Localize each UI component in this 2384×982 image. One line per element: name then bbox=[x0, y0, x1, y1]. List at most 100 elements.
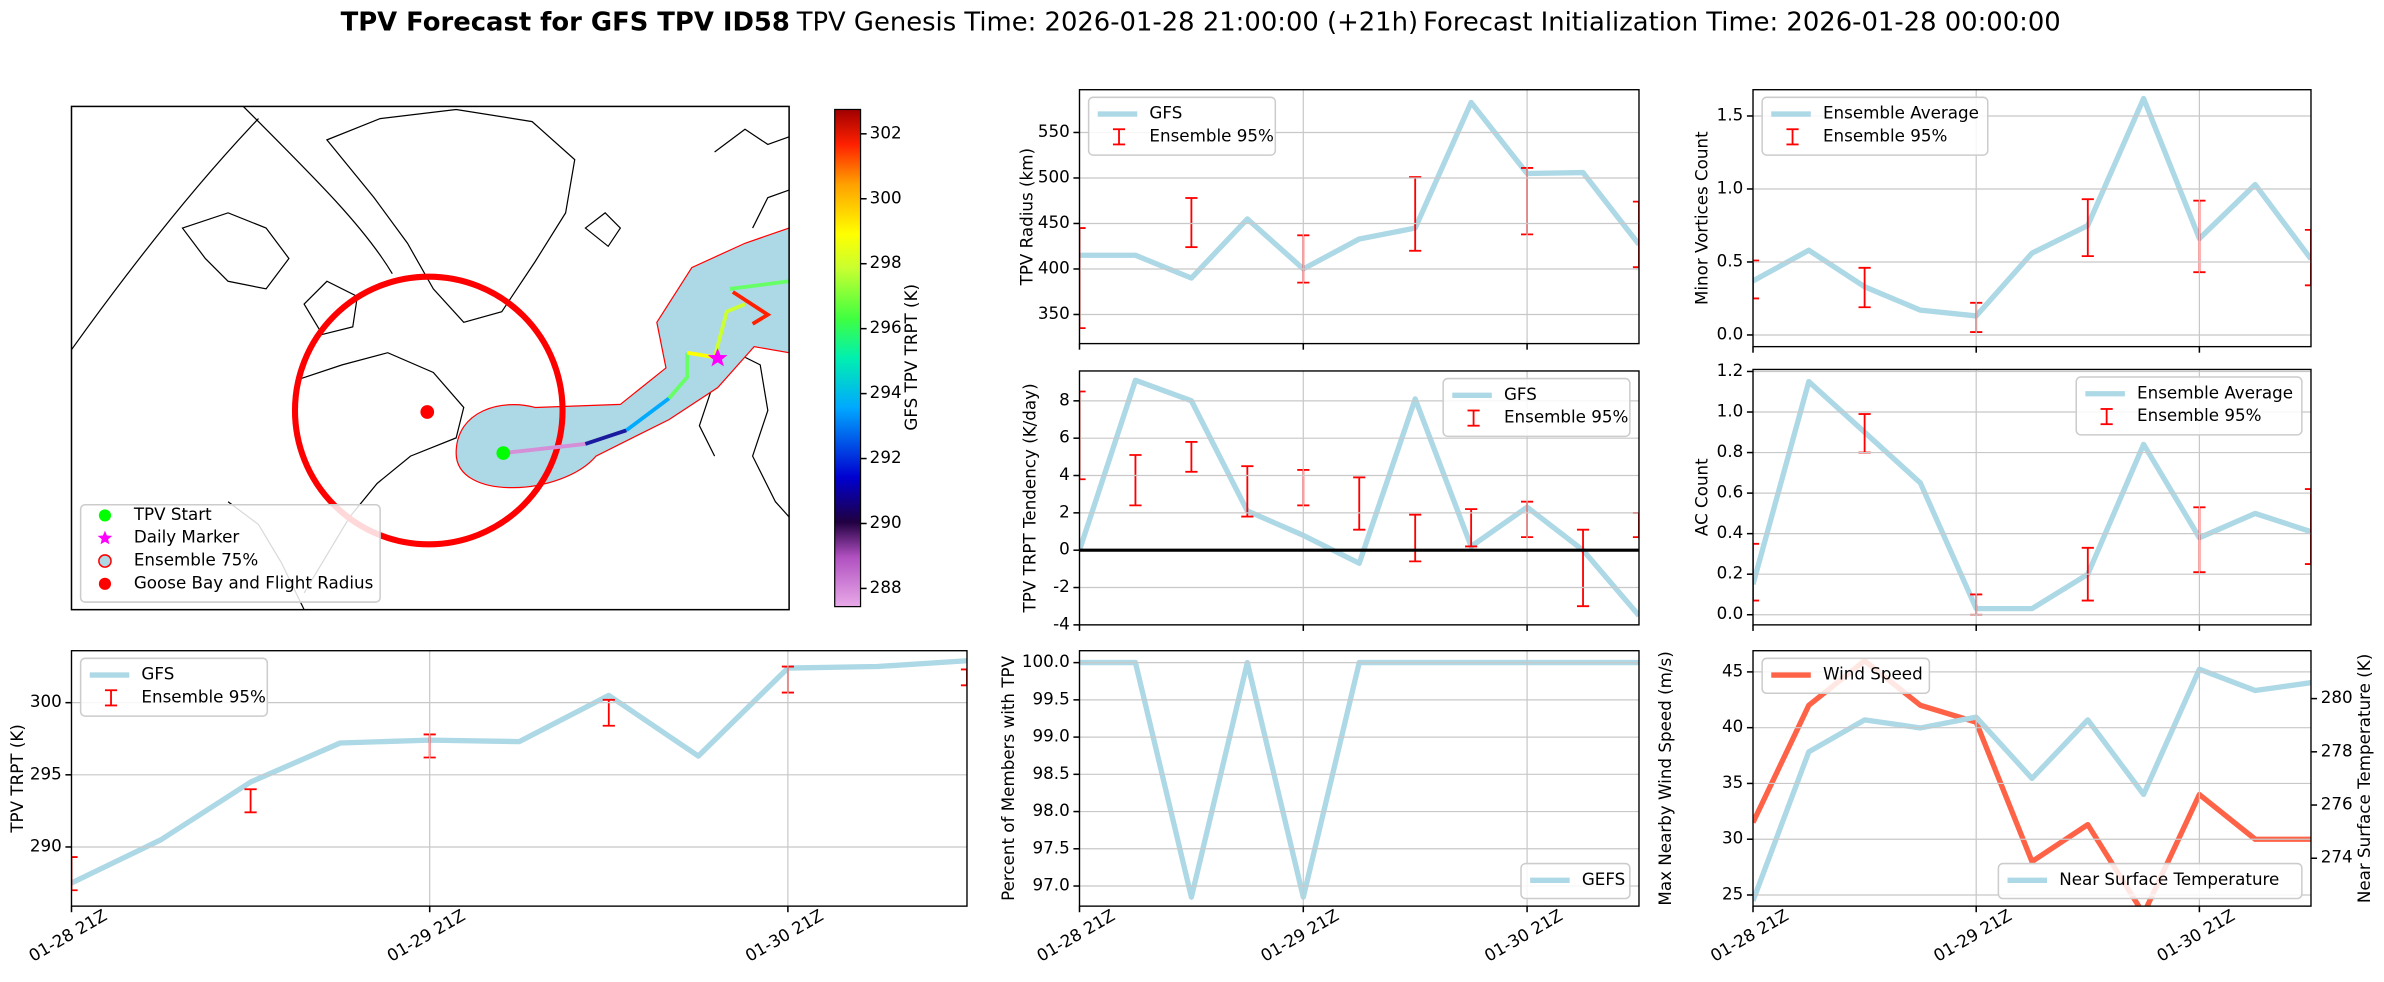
y-tick-label: 0.0 bbox=[1717, 603, 1744, 623]
y-tick-label: 0.6 bbox=[1717, 482, 1744, 502]
error-bar bbox=[71, 856, 78, 892]
plot-series bbox=[1079, 377, 1639, 618]
y-axis-label: AC Count bbox=[1691, 458, 1711, 536]
legend bbox=[2075, 376, 2303, 436]
y-tick-label: 97.5 bbox=[1033, 837, 1070, 857]
colorbar-label: GFS TPV TRPT (K) bbox=[901, 284, 921, 431]
colorbar-tick-label: 296 bbox=[870, 317, 902, 337]
plot-frame bbox=[1752, 368, 2312, 626]
error-bar bbox=[1576, 528, 1590, 608]
y-tick-label: 40 bbox=[1722, 716, 1743, 736]
data-line bbox=[71, 658, 967, 886]
y-tick-label: 6 bbox=[1059, 427, 1070, 447]
y-axis-label: Max Nearby Wind Speed (m/s) bbox=[1655, 651, 1675, 905]
colorbar-tick-label: 290 bbox=[870, 512, 902, 532]
legend bbox=[1761, 96, 1989, 156]
y-tick-label: 290 bbox=[30, 835, 62, 855]
legend bbox=[1997, 862, 2303, 900]
y-tick-label: 295 bbox=[30, 763, 62, 783]
legend bbox=[1761, 657, 1931, 695]
x-tick-label: 01-30 21Z bbox=[2153, 905, 2238, 966]
y-tick-label: -2 bbox=[1053, 576, 1070, 596]
legend-label: GFS bbox=[1149, 103, 1182, 123]
colorbar-tick-label: 300 bbox=[870, 187, 902, 207]
error-bar bbox=[2081, 198, 2094, 258]
plot-frame bbox=[70, 650, 968, 907]
y2-axis-label: Near Surface Temperature (K) bbox=[2354, 654, 2374, 903]
error-bar bbox=[960, 668, 967, 687]
plot-frame bbox=[1078, 370, 1640, 626]
legend bbox=[1520, 862, 1631, 900]
y-tick-label: 0.8 bbox=[1717, 441, 1744, 461]
y-tick-label: -4 bbox=[1053, 613, 1070, 633]
error-bar bbox=[1409, 176, 1422, 252]
y-tick-label: 1.5 bbox=[1717, 104, 1744, 124]
y-tick-label: 550 bbox=[1038, 121, 1070, 141]
x-tick-label: 01-28 21Z bbox=[1033, 905, 1118, 966]
map-legend bbox=[79, 503, 381, 603]
x-tick-label: 01-30 21Z bbox=[1481, 905, 1566, 966]
legend-label: Ensemble 95% bbox=[141, 686, 265, 706]
y-tick-label: 0.2 bbox=[1717, 563, 1744, 583]
error-bar bbox=[244, 788, 257, 814]
legend-marker bbox=[104, 689, 118, 707]
legend-marker bbox=[1112, 128, 1126, 146]
legend-label: Near Surface Temperature bbox=[2059, 869, 2279, 889]
y-tick-label: 274 bbox=[2321, 847, 2353, 867]
error-bar bbox=[1185, 440, 1198, 473]
error-bar bbox=[2304, 228, 2311, 287]
error-bar bbox=[1241, 465, 1254, 518]
legend-label: Ensemble 75% bbox=[134, 550, 258, 570]
plot-frame bbox=[1078, 650, 1640, 907]
error-bar bbox=[1465, 508, 1478, 548]
error-bar bbox=[2304, 488, 2311, 565]
y-axis-label: TPV Radius (km) bbox=[1016, 148, 1036, 286]
colorbar-tick-label: 288 bbox=[870, 577, 902, 597]
y-axis-label: TPV TRPT (K) bbox=[7, 724, 27, 834]
y-tick-label: 300 bbox=[30, 691, 62, 711]
x-tick-label: 01-28 21Z bbox=[1707, 905, 1792, 966]
colorbar-tick-label: 302 bbox=[870, 122, 902, 142]
y-axis-label: Minor Vortices Count bbox=[1691, 131, 1711, 305]
y-tick-label: 350 bbox=[1038, 303, 1070, 323]
y-tick-label: 0 bbox=[1059, 539, 1070, 559]
y-tick-label: 30 bbox=[1722, 828, 1743, 848]
y-tick-label: 8 bbox=[1059, 389, 1070, 409]
legend-marker bbox=[97, 530, 113, 545]
error-bar bbox=[602, 698, 615, 727]
colorbar-tick-label: 292 bbox=[870, 447, 902, 467]
legend-marker bbox=[1467, 409, 1480, 427]
legend-label: Ensemble 95% bbox=[1504, 407, 1628, 427]
legend-label: Ensemble Average bbox=[2137, 382, 2293, 402]
y-tick-label: 98.0 bbox=[1033, 800, 1070, 820]
data-line bbox=[1753, 666, 2311, 902]
legend-label: Ensemble 95% bbox=[2137, 405, 2261, 425]
legend-label: Daily Marker bbox=[134, 527, 240, 547]
y-tick-label: 0.0 bbox=[1717, 323, 1744, 343]
y-tick-label: 276 bbox=[2321, 794, 2353, 814]
y-tick-label: 1.0 bbox=[1717, 177, 1744, 197]
y-tick-label: 99.0 bbox=[1033, 726, 1070, 746]
legend-marker bbox=[98, 554, 112, 568]
x-tick-label: 01-30 21Z bbox=[742, 905, 827, 966]
y-tick-label: 400 bbox=[1038, 257, 1070, 277]
plot-frame bbox=[1752, 650, 2312, 907]
error-bar bbox=[1753, 259, 1760, 300]
error-bar bbox=[1129, 454, 1142, 507]
plot-series bbox=[71, 658, 967, 892]
legend-marker bbox=[98, 509, 112, 522]
error-bar bbox=[1858, 266, 1871, 309]
legend-marker bbox=[1786, 128, 1799, 146]
y-tick-label: 99.5 bbox=[1033, 688, 1070, 708]
x-tick-label: 01-29 21Z bbox=[1257, 905, 1342, 966]
y-tick-label: 0.5 bbox=[1717, 250, 1744, 270]
error-bar bbox=[1753, 542, 1760, 602]
y-tick-label: 35 bbox=[1722, 772, 1743, 792]
legend-label: TPV Start bbox=[133, 504, 212, 524]
x-tick-label: 01-29 21Z bbox=[1930, 905, 2015, 966]
y-tick-label: 45 bbox=[1722, 660, 1743, 680]
init-time: Forecast Initialization Time: 2026-01-28… bbox=[1423, 7, 2061, 37]
data-line bbox=[1753, 378, 2311, 612]
legend-label: GFS bbox=[1504, 384, 1537, 404]
